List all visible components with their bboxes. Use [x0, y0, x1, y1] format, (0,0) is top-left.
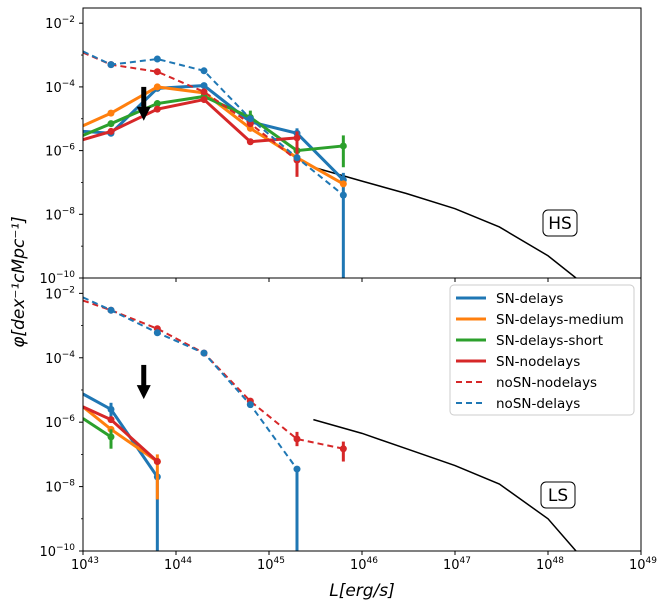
x-tick-label: 1045 [257, 556, 285, 573]
data-point-noSN-delays [200, 67, 208, 75]
data-point-SN-nodelays [153, 105, 161, 113]
data-point-SN-delays-medium [339, 180, 347, 188]
x-tick-label: 1044 [164, 556, 192, 573]
plot-area [83, 50, 577, 278]
y-tick-label: 10−2 [45, 285, 75, 302]
legend-label: SN-delays [496, 291, 563, 307]
series-line-noSN-delays [83, 296, 298, 470]
data-point-noSN-nodelays [153, 68, 161, 76]
x-axis-label: L[erg/s] [329, 581, 395, 601]
data-point-noSN-delays [153, 55, 161, 63]
data-point-noSN-delays [246, 115, 254, 123]
y-tick-label: 10−8 [45, 206, 75, 223]
panel-label-box [540, 481, 576, 509]
legend-label: SN-delays-short [496, 333, 603, 349]
data-point-SN-nodelays [293, 134, 301, 142]
arrow-down-icon [136, 385, 151, 400]
data-point-SN-nodelays [200, 96, 208, 104]
legend-label: SN-delays-medium [496, 312, 624, 328]
data-point-SN-delays-medium [107, 109, 115, 117]
legend-label: noSN-delays [496, 396, 580, 412]
data-point-noSN-delays [107, 306, 115, 314]
data-point-noSN-nodelays [200, 88, 208, 96]
data-point-SN-delays [200, 82, 208, 90]
panel-label: HS [548, 214, 572, 234]
panel-label: LS [548, 486, 568, 506]
legend-label: SN-nodelays [496, 354, 580, 370]
y-tick-label: 10−10 [39, 270, 75, 287]
legend: SN-delays SN-delays-medium SN-delays-short… [449, 284, 635, 416]
axes-frame [82, 7, 642, 279]
data-point-noSN-delays [293, 465, 301, 473]
reference-curve [313, 166, 577, 278]
panel-hs: 10−2 10−4 10−6 10−8 10−10 HS [39, 7, 642, 287]
data-point-noSN-delays [153, 329, 161, 337]
y-tick-label: 10−6 [45, 143, 75, 160]
x-tick-label: 1043 [71, 556, 99, 573]
y-tick-label: 10−4 [45, 79, 75, 96]
data-point-noSN-delays [293, 154, 301, 162]
data-point-SN-delays-short [153, 100, 161, 108]
reference-curve [313, 418, 577, 551]
data-point-noSN-nodelays [246, 120, 254, 128]
data-point-SN-nodelays [107, 127, 115, 135]
x-tick-label: 1048 [536, 556, 564, 573]
series-line-SN-nodelays [83, 97, 298, 144]
series-line-noSN-nodelays [83, 51, 298, 161]
legend-box [449, 284, 635, 416]
data-point-SN-delays-short [339, 142, 347, 150]
data-point-noSN-nodelays [339, 445, 347, 453]
x-tick-label: 1047 [443, 556, 471, 573]
data-point-SN-delays-short [107, 120, 115, 128]
data-point-noSN-delays [200, 349, 208, 357]
x-tick-label: 1046 [350, 556, 378, 573]
data-point-SN-delays-short [107, 433, 115, 441]
y-tick-label: 10−2 [45, 15, 75, 32]
series-line-SN-delays-short [83, 417, 112, 439]
y-tick-label: 10−8 [45, 479, 75, 496]
arrow-down-icon [136, 106, 151, 121]
data-point-SN-delays-medium [153, 83, 161, 91]
panel-label-box [542, 209, 578, 237]
data-point-SN-nodelays [153, 458, 161, 466]
y-tick-label: 10−4 [45, 350, 75, 367]
data-point-SN-nodelays [246, 138, 254, 146]
x-tick-label: 1049 [629, 556, 657, 573]
y-tick-label: 10−10 [39, 543, 75, 560]
data-point-noSN-delays [107, 61, 115, 69]
data-point-noSN-nodelays [293, 435, 301, 443]
y-axis-label: φ[dex⁻¹cMpc⁻¹] [9, 216, 29, 348]
data-point-noSN-delays [339, 191, 347, 199]
data-point-SN-delays [107, 405, 115, 413]
legend-label: noSN-nodelays [496, 375, 597, 391]
y-tick-label: 10−6 [45, 414, 75, 431]
data-point-noSN-delays [246, 401, 254, 409]
data-point-SN-nodelays [107, 416, 115, 424]
plot-area [83, 296, 577, 551]
